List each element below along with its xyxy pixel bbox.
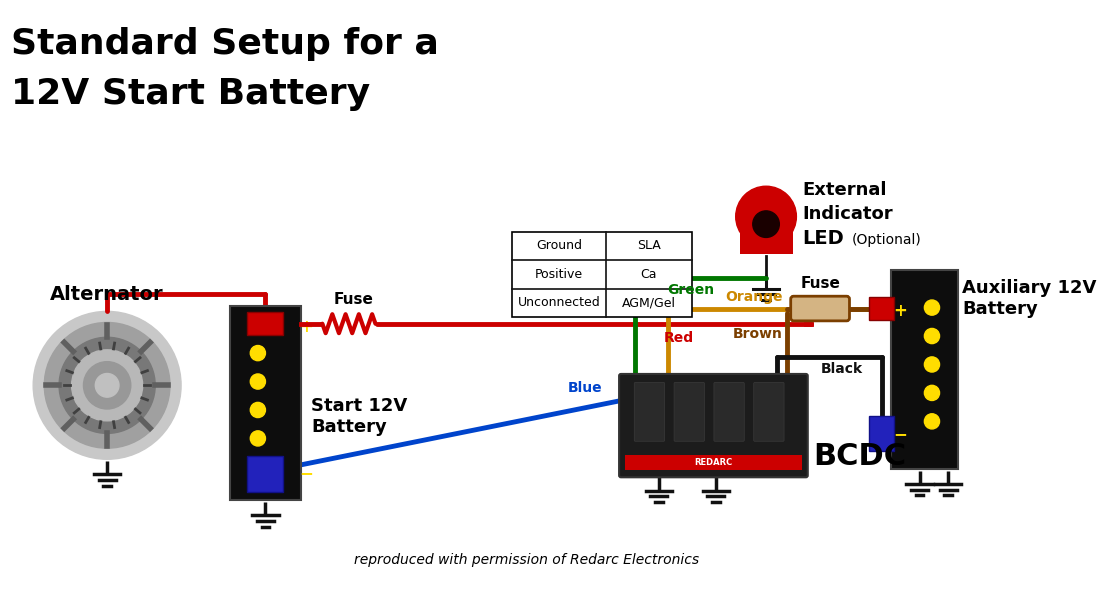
Text: reproduced with permission of Redarc Electronics: reproduced with permission of Redarc Ele… [353,553,699,568]
Text: −: − [893,425,907,443]
Circle shape [924,414,940,429]
FancyBboxPatch shape [674,382,704,441]
Text: Start 12V
Battery: Start 12V Battery [311,397,408,436]
Circle shape [924,328,940,344]
FancyBboxPatch shape [870,416,894,451]
FancyBboxPatch shape [248,313,283,335]
Text: Orange: Orange [725,290,783,304]
Text: Alternator: Alternator [50,285,164,304]
FancyBboxPatch shape [624,455,802,470]
Circle shape [83,362,131,409]
Text: Unconnected: Unconnected [518,296,600,310]
Text: Red: Red [663,331,693,345]
Circle shape [33,311,181,459]
Text: Green: Green [667,283,714,297]
Text: Black: Black [821,362,863,376]
FancyBboxPatch shape [512,232,692,317]
Circle shape [71,350,142,421]
Circle shape [735,186,797,247]
FancyBboxPatch shape [634,382,664,441]
Text: REDARC: REDARC [694,458,732,467]
Text: Fuse: Fuse [800,277,840,292]
Circle shape [250,459,266,475]
Text: −: − [300,464,313,482]
Text: Standard Setup for a: Standard Setup for a [11,27,439,61]
FancyBboxPatch shape [248,457,283,491]
Text: Indicator: Indicator [802,205,893,223]
FancyBboxPatch shape [740,217,792,254]
Circle shape [924,300,940,315]
Circle shape [250,374,266,389]
Text: Ca: Ca [641,268,657,281]
Text: SLA: SLA [637,239,661,253]
Circle shape [44,322,170,448]
FancyBboxPatch shape [891,269,958,469]
Circle shape [250,403,266,418]
Text: Ground: Ground [536,239,582,253]
FancyBboxPatch shape [870,297,894,320]
Text: 12V Start Battery: 12V Start Battery [11,77,370,111]
Circle shape [96,373,119,397]
Text: External: External [802,181,887,199]
FancyBboxPatch shape [619,374,808,477]
Text: BCDC: BCDC [813,442,907,470]
Text: Brown: Brown [732,328,782,341]
Text: AGM/Gel: AGM/Gel [622,296,675,310]
Text: +: + [300,317,313,335]
Text: (Optional): (Optional) [851,233,921,247]
Text: Fuse: Fuse [333,292,373,307]
FancyBboxPatch shape [230,305,301,500]
Text: Positive: Positive [534,268,583,281]
FancyBboxPatch shape [714,382,744,441]
Circle shape [250,431,266,446]
Circle shape [59,337,156,433]
Text: Blue: Blue [568,380,602,395]
FancyBboxPatch shape [753,382,784,441]
Circle shape [924,385,940,400]
Circle shape [924,357,940,372]
Text: LED: LED [802,229,844,248]
Circle shape [753,211,779,238]
Circle shape [250,346,266,361]
Text: Auxiliary 12V
Battery: Auxiliary 12V Battery [962,279,1097,318]
FancyBboxPatch shape [791,296,850,321]
Text: +: + [893,302,907,320]
